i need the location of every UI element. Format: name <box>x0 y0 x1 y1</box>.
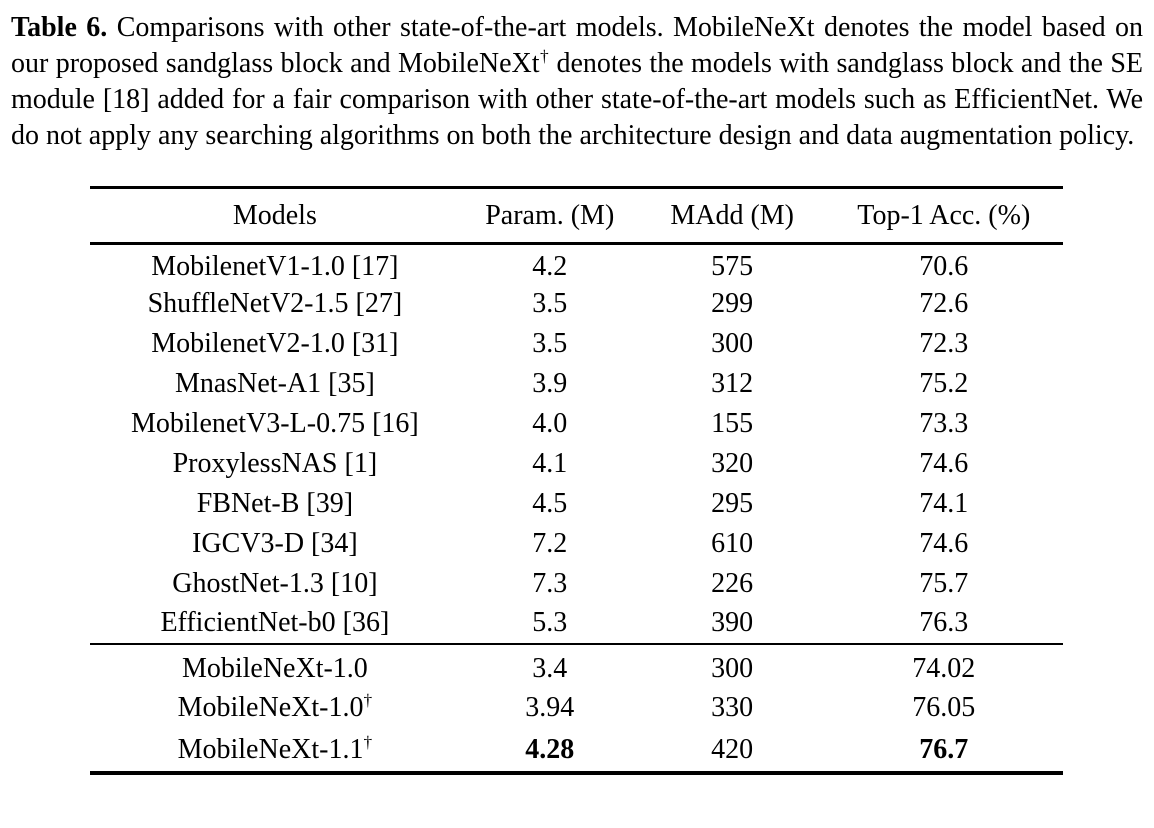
table-row: MobilenetV1-1.0 [17] 4.2 575 70.6 <box>90 244 1063 284</box>
madd-cell: 155 <box>711 407 754 439</box>
model-cell: MobilenetV2-1.0 [31] <box>151 327 399 359</box>
table-row: MnasNet-A1 [35] 3.9 312 75.2 <box>90 364 1063 404</box>
acc-cell: 72.6 <box>919 287 969 319</box>
model-cell: ProxylessNAS [1] <box>172 447 378 479</box>
madd-cell: 312 <box>711 367 754 399</box>
acc-cell: 72.3 <box>919 327 969 359</box>
header-row: Models Param. (M) MAdd (M) Top-1 Acc. (%… <box>90 187 1063 245</box>
madd-cell: 299 <box>711 287 754 319</box>
param-cell: 3.9 <box>532 367 568 399</box>
column-header-param: Param. (M) <box>459 187 640 245</box>
table-row: FBNet-B [39] 4.5 295 74.1 <box>90 484 1063 524</box>
table-row: GhostNet-1.3 [10] 7.3 226 75.7 <box>90 564 1063 604</box>
caption-text-before-dagger: Comparisons with other state-of-the-art … <box>11 12 1144 79</box>
table-row: MobilenetV2-1.0 [31] 3.5 300 72.3 <box>90 324 1063 364</box>
madd-cell: 610 <box>711 527 754 559</box>
param-cell: 4.1 <box>532 447 568 479</box>
table-row: IGCV3-D [34] 7.2 610 74.6 <box>90 524 1063 564</box>
model-cell: MobilenetV3-L-0.75 [16] <box>131 407 419 439</box>
acc-cell: 76.3 <box>919 607 969 638</box>
table-row: EfficientNet-b0 [36] 5.3 390 76.3 <box>90 604 1063 644</box>
param-cell: 3.4 <box>532 652 568 684</box>
param-cell: 4.2 <box>532 251 568 283</box>
param-cell: 3.94 <box>525 692 575 723</box>
model-cell: EfficientNet-b0 [36] <box>160 607 390 638</box>
madd-cell: 300 <box>711 327 754 359</box>
param-cell: 3.5 <box>532 287 568 319</box>
madd-cell: 295 <box>711 487 754 519</box>
model-cell: MobileNeXt-1.1† <box>177 732 373 765</box>
model-cell: IGCV3-D [34] <box>192 527 358 559</box>
model-cell: MnasNet-A1 [35] <box>174 367 375 399</box>
caption-label: Table 6. <box>11 12 108 43</box>
param-cell: 4.5 <box>532 487 568 519</box>
model-cell: GhostNet-1.3 [10] <box>172 567 378 599</box>
madd-cell: 330 <box>711 692 754 723</box>
param-cell: 4.0 <box>532 407 568 439</box>
results-table: Models Param. (M) MAdd (M) Top-1 Acc. (%… <box>90 186 1063 775</box>
table-row: MobilenetV3-L-0.75 [16] 4.0 155 73.3 <box>90 404 1063 444</box>
model-cell: MobileNeXt-1.0† <box>177 690 373 723</box>
param-cell: 7.2 <box>532 527 568 559</box>
acc-cell: 74.02 <box>912 652 976 684</box>
acc-cell: 75.7 <box>919 567 969 599</box>
acc-cell: 75.2 <box>919 367 969 399</box>
column-header-models: Models <box>90 187 460 245</box>
table-row: MobileNeXt-1.0 3.4 300 74.02 <box>90 644 1063 687</box>
dagger-superscript: † <box>539 46 550 66</box>
model-cell: FBNet-B [39] <box>196 487 354 519</box>
table-caption: Table 6. Comparisons with other state-of… <box>0 0 1154 154</box>
param-cell: 3.5 <box>532 327 568 359</box>
model-cell: ShuffleNetV2-1.5 [27] <box>147 287 403 319</box>
acc-cell: 70.6 <box>919 251 969 283</box>
mobilenext-section: MobileNeXt-1.0 3.4 300 74.02 MobileNeXt-… <box>90 643 1063 773</box>
madd-cell: 420 <box>711 734 754 765</box>
dagger-superscript: † <box>363 732 373 752</box>
comparison-models-section: MobilenetV1-1.0 [17] 4.2 575 70.6 Shuffl… <box>90 244 1063 644</box>
madd-cell: 575 <box>711 251 754 283</box>
param-cell: 7.3 <box>532 567 568 599</box>
acc-cell: 74.1 <box>919 487 969 519</box>
column-header-top1-acc: Top-1 Acc. (%) <box>824 187 1063 245</box>
table-row: ProxylessNAS [1] 4.1 320 74.6 <box>90 444 1063 484</box>
acc-cell: 76.7 <box>919 734 969 765</box>
madd-cell: 226 <box>711 567 754 599</box>
acc-cell: 73.3 <box>919 407 969 439</box>
table-row: MobileNeXt-1.1† 4.28 420 76.7 <box>90 730 1063 773</box>
param-cell: 4.28 <box>525 734 575 765</box>
model-cell: MobileNeXt-1.0 <box>181 652 368 684</box>
dagger-superscript: † <box>363 690 373 710</box>
acc-cell: 74.6 <box>919 447 969 479</box>
table-row: MobileNeXt-1.0† 3.94 330 76.05 <box>90 687 1063 730</box>
param-cell: 5.3 <box>532 607 568 638</box>
table-row: ShuffleNetV2-1.5 [27] 3.5 299 72.6 <box>90 284 1063 324</box>
acc-cell: 76.05 <box>912 692 976 723</box>
caption-text-after-dagger: denotes the models with sandglass block … <box>11 48 1144 151</box>
column-header-madd: MAdd (M) <box>639 187 825 245</box>
model-cell: MobilenetV1-1.0 [17] <box>151 251 399 283</box>
madd-cell: 390 <box>711 607 754 638</box>
acc-cell: 74.6 <box>919 527 969 559</box>
madd-cell: 300 <box>711 652 754 684</box>
madd-cell: 320 <box>711 447 754 479</box>
